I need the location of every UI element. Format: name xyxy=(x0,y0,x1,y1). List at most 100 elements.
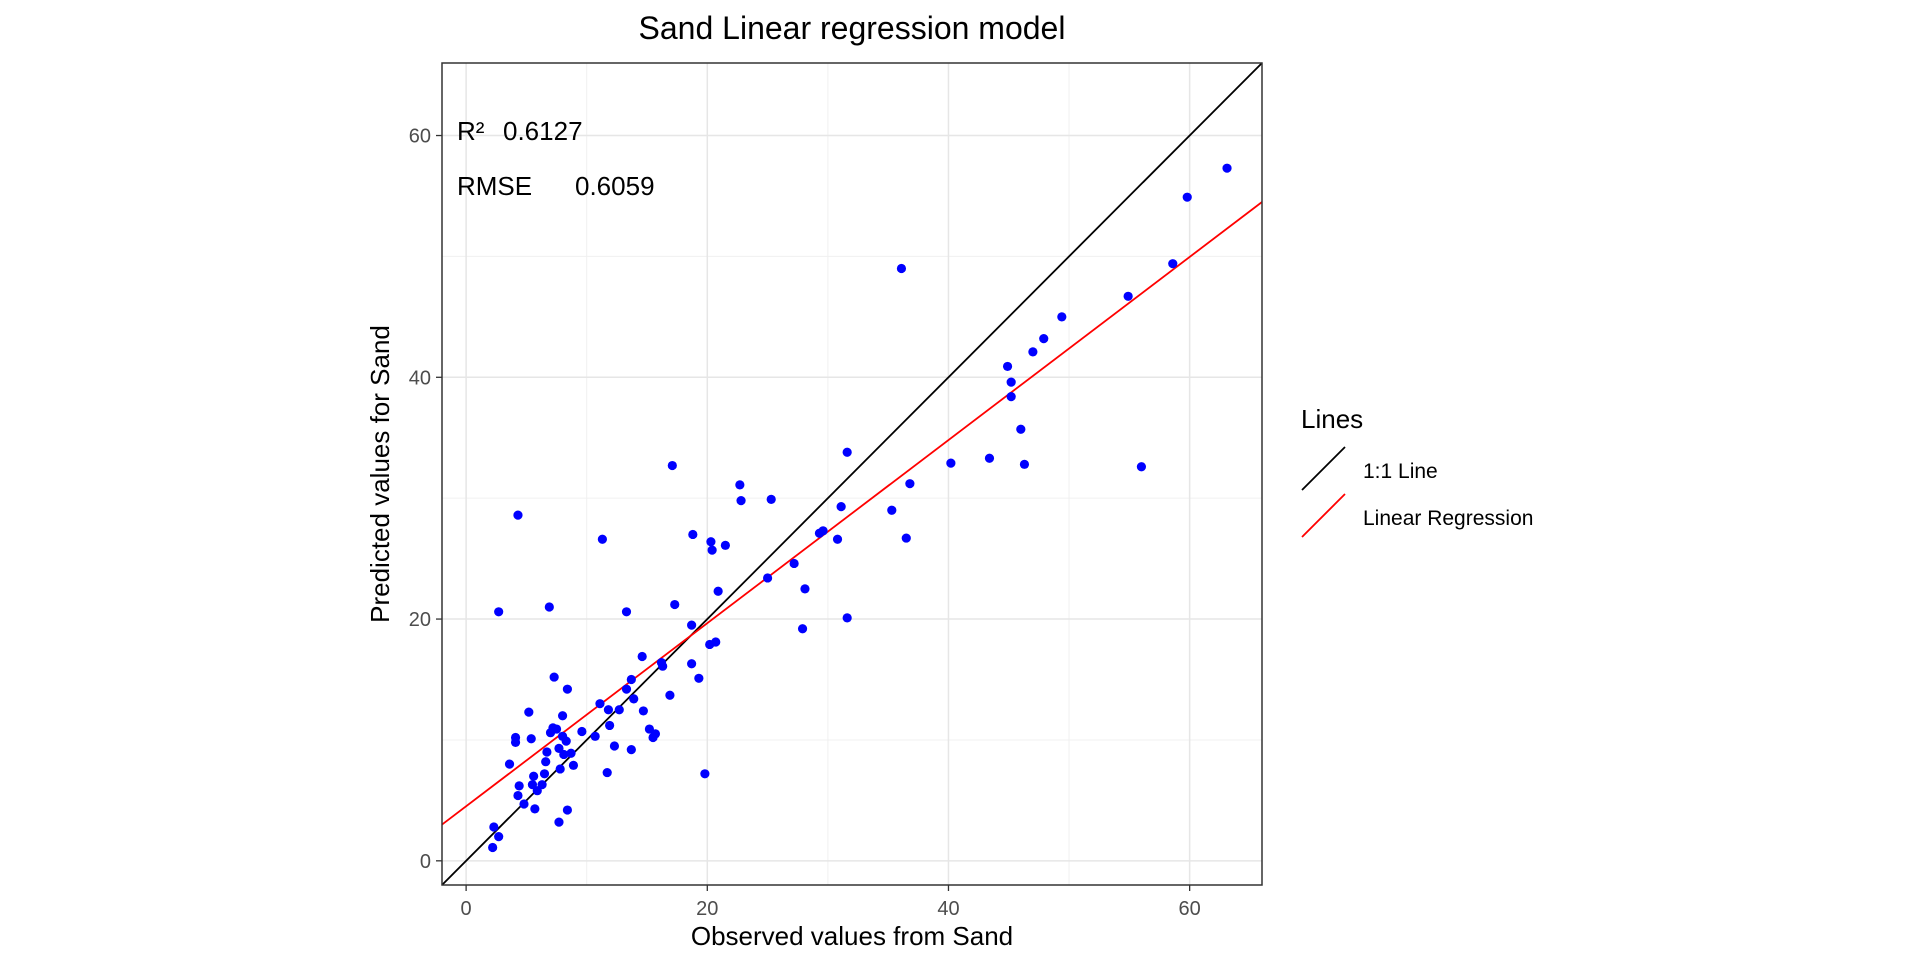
data-point xyxy=(984,453,995,463)
data-point xyxy=(687,620,697,630)
rmse-label: RMSE xyxy=(457,171,532,201)
data-point xyxy=(524,707,534,717)
data-point xyxy=(621,684,632,694)
ticks-layer: 0 20 40 60 0 20 40 60 xyxy=(409,126,1201,920)
x-tick-label: 60 xyxy=(1179,898,1201,920)
data-point xyxy=(602,767,612,778)
data-point xyxy=(597,534,607,544)
data-point xyxy=(541,757,551,767)
data-point xyxy=(1002,361,1013,372)
data-point xyxy=(713,586,723,596)
data-point xyxy=(539,769,550,779)
data-point xyxy=(711,637,721,647)
data-point xyxy=(537,780,547,790)
chart-title: Sand Linear regression model xyxy=(639,10,1066,46)
data-point xyxy=(797,624,808,634)
legend-label-1-1-line: 1:1 Line xyxy=(1363,460,1438,483)
data-point xyxy=(554,817,564,827)
legend-label-linear-regression: Linear Regression xyxy=(1363,507,1533,530)
data-point xyxy=(529,771,539,781)
data-point xyxy=(568,760,579,770)
data-point xyxy=(514,781,524,791)
y-tick-label: 60 xyxy=(409,126,431,148)
data-point xyxy=(577,726,587,737)
x-tick-label: 0 xyxy=(461,898,472,920)
data-point xyxy=(658,661,668,671)
data-point xyxy=(766,494,776,504)
data-point xyxy=(789,558,799,569)
data-point xyxy=(519,799,529,809)
rmse-value: 0.6059 xyxy=(575,171,655,201)
data-point xyxy=(670,599,680,610)
data-point xyxy=(667,460,677,471)
linear-regression-line xyxy=(441,201,1263,826)
data-point xyxy=(1222,163,1232,173)
data-point xyxy=(946,458,956,468)
x-tick-label: 40 xyxy=(937,898,959,920)
data-point xyxy=(1006,377,1016,387)
y-tick-label: 0 xyxy=(420,851,431,873)
data-point xyxy=(551,724,562,734)
data-point xyxy=(1016,424,1026,434)
data-point xyxy=(706,537,716,547)
data-point xyxy=(559,749,569,760)
data-point xyxy=(590,731,600,741)
data-point xyxy=(842,613,852,623)
data-point xyxy=(1123,291,1133,301)
data-point xyxy=(665,690,675,700)
data-point xyxy=(688,529,698,540)
data-point xyxy=(562,684,573,694)
legend: Lines 1:1 Line Linear Regression xyxy=(1301,404,1533,538)
legend-key-linear-regression xyxy=(1301,493,1346,538)
data-point xyxy=(626,745,636,755)
data-point xyxy=(510,732,521,743)
x-tick-label: 20 xyxy=(696,898,718,920)
data-point xyxy=(542,747,552,757)
data-point xyxy=(629,694,639,704)
data-point xyxy=(896,263,907,274)
data-point xyxy=(836,502,846,512)
x-axis-title: Observed values from Sand xyxy=(691,921,1013,951)
data-point xyxy=(707,545,717,555)
y-tick-label: 40 xyxy=(409,367,431,389)
data-point xyxy=(561,736,571,746)
data-point xyxy=(603,705,614,715)
data-point xyxy=(650,729,661,739)
data-point xyxy=(687,659,697,669)
data-point xyxy=(1057,312,1067,322)
data-point xyxy=(1019,459,1030,469)
data-point xyxy=(901,533,911,543)
data-point xyxy=(832,534,843,544)
data-point xyxy=(736,495,746,506)
data-point xyxy=(1136,462,1147,472)
data-point xyxy=(595,699,605,709)
data-point xyxy=(526,734,536,744)
data-point xyxy=(621,607,632,617)
y-axis-title: Predicted values for Sand xyxy=(365,325,395,623)
data-point xyxy=(1028,347,1038,357)
data-point xyxy=(700,769,710,779)
data-point xyxy=(1039,334,1049,344)
legend-title: Lines xyxy=(1301,404,1363,434)
data-point xyxy=(1006,392,1016,402)
data-point xyxy=(626,674,636,685)
data-point xyxy=(530,804,540,814)
points-layer xyxy=(488,163,1232,853)
data-point xyxy=(489,822,499,832)
plot-frame xyxy=(441,62,1263,886)
data-point xyxy=(637,651,647,662)
data-point xyxy=(735,480,745,490)
data-point xyxy=(762,573,773,583)
data-point xyxy=(614,705,624,715)
data-point xyxy=(555,764,565,774)
data-point xyxy=(513,510,523,520)
legend-key-1-1-line xyxy=(1301,446,1346,491)
data-point xyxy=(504,759,515,769)
r2-value: 0.6127 xyxy=(503,116,583,146)
data-point xyxy=(842,447,852,457)
data-point xyxy=(720,540,730,550)
data-point xyxy=(638,706,648,716)
data-point xyxy=(494,832,504,842)
data-point xyxy=(549,672,559,682)
